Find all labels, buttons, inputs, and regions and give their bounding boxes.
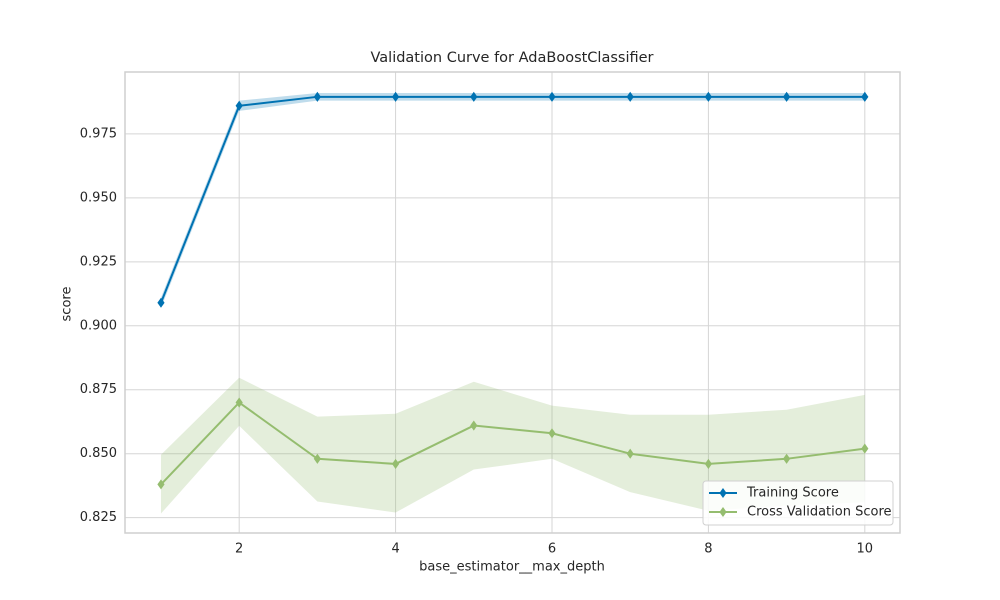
marker (783, 91, 791, 102)
x-tick-label: 2 (235, 542, 243, 557)
marker (783, 453, 791, 464)
marker (704, 458, 713, 469)
series-line (160, 95, 865, 304)
y-tick-label: 0.850 (80, 446, 117, 461)
x-tick-label: 8 (704, 542, 712, 557)
y-tick-label: 0.875 (80, 382, 117, 397)
y-tick-label: 0.900 (80, 318, 117, 333)
y-tick-label: 0.950 (80, 190, 117, 205)
marker (313, 91, 321, 102)
marker (470, 420, 478, 431)
marker (391, 91, 400, 102)
chart-title: Validation Curve for AdaBoostClassifier (370, 50, 653, 66)
marker (391, 458, 400, 469)
marker (861, 443, 869, 454)
legend-label: Cross Validation Score (747, 505, 892, 520)
legend-label: Training Score (746, 486, 839, 501)
legend-frame (702, 480, 894, 526)
x-tick-label: 6 (548, 542, 556, 557)
confidence-band (160, 377, 865, 514)
marker (235, 100, 243, 111)
marker (548, 428, 556, 439)
x-axis-label: base_estimator__max_depth (419, 560, 605, 575)
marker (157, 297, 165, 308)
y-tick-label: 0.975 (80, 126, 117, 141)
marker (235, 397, 243, 408)
series-line (160, 401, 865, 486)
x-tick-label: 10 (857, 542, 874, 557)
y-axis-label: score (60, 287, 75, 322)
legend-marker (719, 487, 727, 499)
y-tick-label: 0.925 (80, 254, 117, 269)
marker (470, 91, 478, 102)
marker (861, 91, 869, 102)
legend: Training Score Cross Validation Score (702, 480, 894, 526)
legend-marker (719, 506, 727, 518)
y-tick-label: 0.825 (80, 510, 117, 525)
marker (548, 91, 556, 102)
plot-frame (124, 71, 901, 534)
x-tick-label: 4 (391, 542, 399, 557)
marker (704, 91, 713, 102)
marker (626, 448, 634, 459)
marker (157, 479, 165, 490)
marker (313, 453, 321, 464)
marker (626, 91, 634, 102)
